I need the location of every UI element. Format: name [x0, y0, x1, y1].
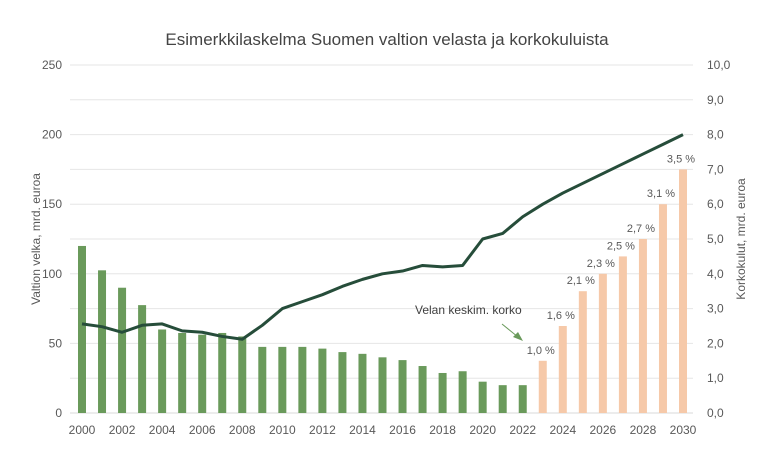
bar-2008: [238, 336, 247, 413]
data-label-2023: 1,0 %: [527, 345, 555, 357]
bar-2023: [538, 360, 547, 413]
bar-2028: [638, 239, 647, 413]
bar-2022: [518, 385, 527, 413]
bar-2021: [498, 385, 507, 413]
y-tick-right: 1,0: [707, 371, 724, 385]
bar-2015: [378, 357, 387, 413]
bar-2007: [218, 332, 227, 413]
y-tick-left: 150: [42, 197, 62, 211]
x-tick: 2030: [670, 423, 697, 437]
data-label-2029: 3,1 %: [647, 188, 675, 200]
bar-2020: [478, 381, 487, 413]
bar-2018: [438, 372, 447, 413]
bar-2025: [578, 291, 587, 413]
x-tick: 2006: [189, 423, 216, 437]
bar-2019: [458, 371, 467, 413]
bar-2006: [198, 334, 207, 413]
bar-2001: [98, 270, 107, 413]
bar-2017: [418, 366, 427, 413]
bar-2002: [118, 287, 127, 413]
bar-2026: [598, 273, 607, 413]
y-tick-left: 0: [55, 406, 62, 420]
data-label-2028: 2,7 %: [627, 223, 655, 235]
bar-2009: [258, 346, 267, 413]
y-tick-left: 100: [42, 267, 62, 281]
x-tick: 2000: [69, 423, 96, 437]
bar-2005: [178, 332, 187, 413]
bar-2010: [278, 346, 287, 413]
annotation-text: Velan keskim. korko: [415, 303, 522, 317]
bar-2030: [679, 169, 687, 413]
y-tick-right: 5,0: [707, 232, 724, 246]
data-label-2027: 2,5 %: [607, 240, 635, 252]
y-tick-left: 50: [49, 336, 63, 350]
annotation-arrow: [501, 323, 523, 341]
x-tick: 2024: [549, 423, 576, 437]
bar-2014: [358, 353, 367, 413]
data-label-2030: 3,5 %: [667, 153, 695, 165]
data-label-2026: 2,3 %: [587, 258, 615, 270]
y-tick-right: 3,0: [707, 302, 724, 316]
bar-2003: [138, 305, 147, 413]
x-tick: 2002: [109, 423, 136, 437]
y-tick-right: 7,0: [707, 162, 724, 176]
bar-2027: [618, 256, 627, 413]
y-tick-right: 10,0: [707, 58, 731, 72]
bar-2000: [78, 245, 86, 413]
debt-line: [81, 133, 684, 341]
x-tick: 2018: [429, 423, 456, 437]
data-label-2024: 1,6 %: [547, 310, 575, 322]
y-tick-right: 6,0: [707, 197, 724, 211]
x-tick: 2014: [349, 423, 376, 437]
data-label-2025: 2,1 %: [567, 275, 595, 287]
x-tick: 2028: [630, 423, 657, 437]
x-tick: 2008: [229, 423, 256, 437]
x-tick: 2026: [590, 423, 617, 437]
y-axis-left-label: Valtion velka, mrd. euroa: [29, 173, 43, 305]
y-tick-right: 9,0: [707, 93, 724, 107]
x-tick: 2016: [389, 423, 416, 437]
x-tick: 2010: [269, 423, 296, 437]
bar-2004: [158, 329, 167, 413]
y-tick-left: 250: [42, 58, 62, 72]
bar-2016: [398, 360, 407, 413]
bar-2012: [318, 348, 327, 413]
y-tick-right: 4,0: [707, 267, 724, 281]
bar-2011: [298, 346, 307, 413]
y-axis-right-label: Korkokulut, mrd. euroa: [734, 178, 748, 300]
bar-2024: [558, 326, 567, 413]
bar-2013: [338, 352, 347, 413]
y-tick-left: 200: [42, 128, 62, 142]
y-tick-right: 8,0: [707, 128, 724, 142]
y-tick-right: 0,0: [707, 406, 724, 420]
bar-2029: [658, 204, 667, 413]
y-tick-right: 2,0: [707, 336, 724, 350]
x-tick: 2020: [469, 423, 496, 437]
chart-title: Esimerkkilaskelma Suomen valtion velasta…: [165, 30, 609, 49]
x-tick: 2022: [509, 423, 536, 437]
x-tick: 2004: [149, 423, 176, 437]
x-tick: 2012: [309, 423, 336, 437]
